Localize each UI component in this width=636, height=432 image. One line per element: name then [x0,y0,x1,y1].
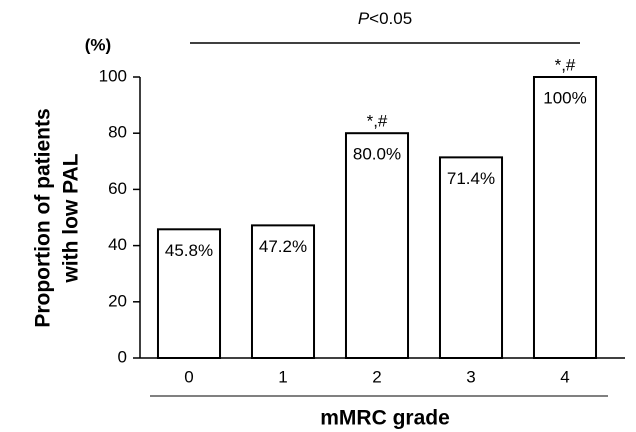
value-label: 47.2% [259,237,307,256]
bar [438,156,504,359]
significance-symbol: P [358,9,370,28]
significance-text: <0.05 [369,9,412,28]
bar [156,228,222,359]
bar [532,76,598,359]
x-tick-label: 3 [466,367,475,386]
bar [344,132,410,359]
x-label: mMRC grade [320,407,450,430]
y-tick-label: 100 [99,66,127,85]
y-label: Proportion of patients [32,108,55,327]
y-tick-label: 80 [108,123,127,142]
y-unit: (%) [85,35,111,54]
value-label: 71.4% [447,169,495,188]
x-tick-label: 4 [560,367,569,386]
value-label: 45.8% [165,241,213,260]
bar [250,224,316,359]
y-tick-label: 20 [108,291,127,310]
y-tick-label: 0 [118,347,127,366]
value-label: 80.0% [353,145,401,164]
value-label: 100% [543,88,586,107]
x-tick-label: 1 [278,367,287,386]
y-tick-label: 60 [108,179,127,198]
significance-marker: *,# [555,55,576,74]
significance-marker: *,# [367,112,388,131]
x-tick-label: 2 [372,367,381,386]
x-tick-label: 0 [184,367,193,386]
y-tick-label: 40 [108,235,127,254]
significance: P<0.05 [358,9,412,28]
y-label: with low PAL [60,153,83,283]
